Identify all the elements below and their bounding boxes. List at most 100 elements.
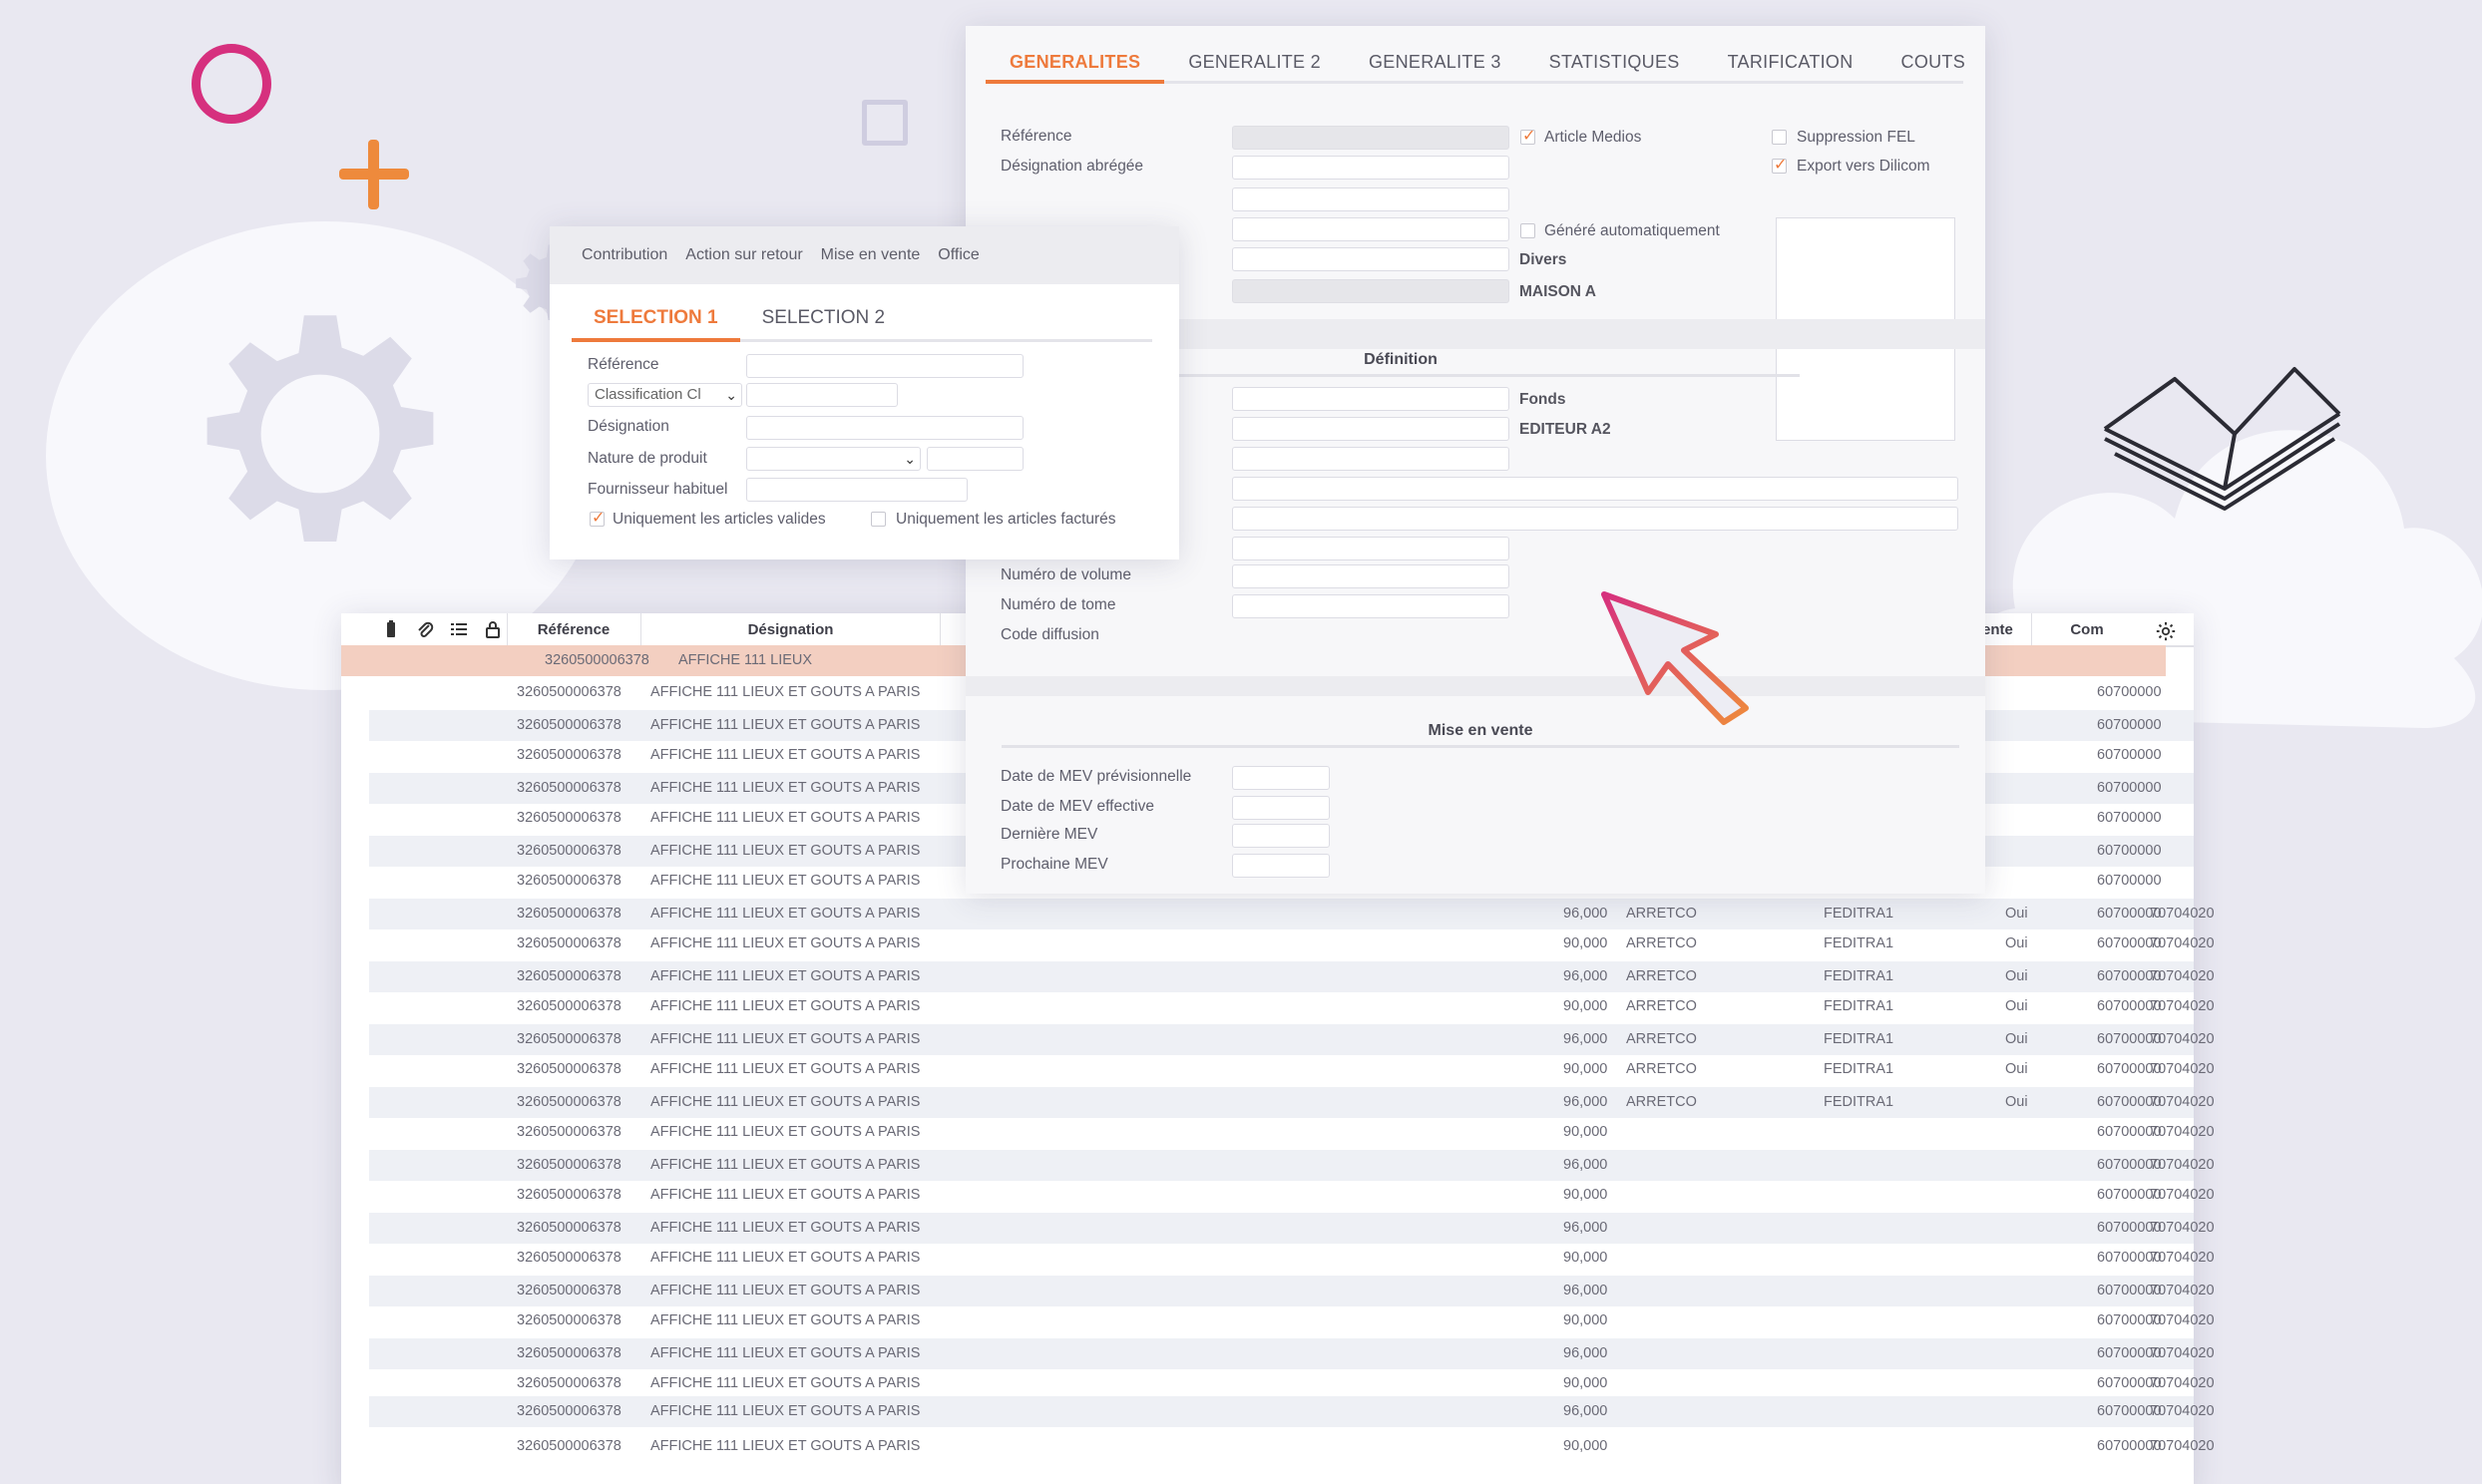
cell-com: 60700000 xyxy=(2097,684,2162,700)
article-medios-checkbox[interactable] xyxy=(1520,126,1535,146)
field-9[interactable] xyxy=(1232,447,1509,471)
tab-selection-2[interactable]: SELECTION 2 xyxy=(761,307,886,328)
date-mev-eff-field[interactable] xyxy=(1232,796,1330,820)
tab-generalites[interactable]: GENERALITES xyxy=(986,44,1165,84)
cell-reference: 3260500006378 xyxy=(517,1375,621,1391)
cell-quantity: 90,000 xyxy=(1563,1375,1608,1391)
designation-abregee-field[interactable] xyxy=(1232,156,1509,180)
menu-action-sur-retour[interactable]: Action sur retour xyxy=(685,246,803,263)
table-row[interactable]: 3260500006378 AFFICHE 111 LIEUX ET GOUTS … xyxy=(369,1150,2215,1181)
cell-designation: AFFICHE 111 LIEUX ET GOUTS A PARIS xyxy=(650,1157,921,1173)
col-reference[interactable]: Référence xyxy=(507,613,641,647)
paperclip-icon[interactable] xyxy=(415,619,435,639)
fonds-field[interactable] xyxy=(1232,387,1509,411)
tab-tarification[interactable]: TARIFICATION xyxy=(1727,52,1854,72)
table-row[interactable]: 3260500006378 AFFICHE 111 LIEUX ET GOUTS … xyxy=(369,1180,2215,1211)
tab-generalite-2[interactable]: GENERALITE 2 xyxy=(1188,52,1321,72)
table-row[interactable]: 3260500006378 AFFICHE 111 LIEUX ET GOUTS … xyxy=(369,1431,2215,1462)
table-row[interactable]: 3260500006378 AFFICHE 111 LIEUX ET GOUTS … xyxy=(369,1087,2215,1118)
cell-reference: 3260500006378 xyxy=(517,747,621,763)
battery-icon[interactable] xyxy=(381,619,401,639)
cell-designation: AFFICHE 111 LIEUX ET GOUTS A PARIS xyxy=(650,1094,921,1110)
cell-reference: 3260500006378 xyxy=(517,1283,621,1298)
sel-designation-field[interactable] xyxy=(746,416,1024,440)
tab-couts[interactable]: COUTS xyxy=(1900,52,1966,72)
table-row[interactable]: 3260500006378 AFFICHE 111 LIEUX ET GOUTS … xyxy=(369,928,2215,959)
field-3[interactable] xyxy=(1232,187,1509,211)
numero-volume-field[interactable] xyxy=(1232,564,1509,588)
tab-statistiques[interactable]: STATISTIQUES xyxy=(1548,52,1680,72)
menu-mise-en-vente[interactable]: Mise en vente xyxy=(820,246,921,263)
classification-field[interactable] xyxy=(746,383,898,407)
table-row[interactable]: 3260500006378 AFFICHE 111 LIEUX ET GOUTS … xyxy=(369,1368,2215,1399)
cell-reference: 3260500006378 xyxy=(517,1124,621,1140)
table-row[interactable]: 3260500006378 AFFICHE 111 LIEUX ET GOUTS … xyxy=(369,1396,2215,1427)
label-factures: Uniquement les articles facturés xyxy=(896,511,1116,528)
numero-tome-field[interactable] xyxy=(1232,594,1509,618)
cell-account: 70704020 xyxy=(2150,1220,2215,1236)
suppression-fel-checkbox[interactable] xyxy=(1772,130,1787,145)
table-row[interactable]: 3260500006378 AFFICHE 111 LIEUX ET GOUTS … xyxy=(369,1213,2215,1244)
cell-account: 70704020 xyxy=(2150,1312,2215,1328)
lock-icon[interactable] xyxy=(483,619,503,639)
table-row[interactable]: 3260500006378 AFFICHE 111 LIEUX ET GOUTS … xyxy=(369,1024,2215,1055)
cell-account: 70704020 xyxy=(2150,1250,2215,1266)
field-11[interactable] xyxy=(1232,507,1958,531)
label-derniere-mev: Dernière MEV xyxy=(1001,826,1098,843)
date-mev-prev-field[interactable] xyxy=(1232,766,1330,790)
cell-designation: AFFICHE 111 LIEUX ET GOUTS A PARIS xyxy=(650,1345,921,1361)
derniere-mev-field[interactable] xyxy=(1232,824,1330,848)
sel-reference-field[interactable] xyxy=(746,354,1024,378)
table-row[interactable]: 3260500006378 AFFICHE 111 LIEUX ET GOUTS … xyxy=(369,740,2194,771)
field-5[interactable] xyxy=(1232,247,1509,271)
table-row[interactable]: 3260500006378 AFFICHE 111 LIEUX ET GOUTS … xyxy=(369,1276,2215,1306)
factures-checkbox[interactable] xyxy=(871,512,886,527)
table-row[interactable]: 3260500006378 AFFICHE 111 LIEUX ET GOUTS … xyxy=(369,1338,2215,1369)
cell-account: 70704020 xyxy=(2150,998,2215,1014)
fournisseur-field[interactable] xyxy=(746,478,968,502)
cell-reference: 3260500006378 xyxy=(517,1403,621,1419)
cell-quantity: 96,000 xyxy=(1563,1031,1608,1047)
export-dilicom-checkbox[interactable] xyxy=(1772,155,1787,175)
field-10[interactable] xyxy=(1232,477,1958,501)
cell-designation: AFFICHE 111 LIEUX ET GOUTS A PARIS xyxy=(650,1124,921,1140)
table-row[interactable]: 3260500006378 AFFICHE 111 LIEUX ET GOUTS … xyxy=(369,1054,2215,1085)
nature-select[interactable]: ⌄ xyxy=(746,447,921,471)
menu-contribution[interactable]: Contribution xyxy=(582,246,668,263)
tab-selection-1[interactable]: SELECTION 1 xyxy=(572,298,740,342)
cell-flag: Oui xyxy=(2005,1061,2028,1077)
table-row[interactable]: 3260500006378 AFFICHE 111 LIEUX ET GOUTS … xyxy=(369,1305,2215,1336)
field-6[interactable] xyxy=(1232,279,1509,303)
valides-checkbox[interactable] xyxy=(590,508,605,528)
selection-menu: Contribution Action sur retour Mise en v… xyxy=(550,226,1179,284)
table-row[interactable]: 3260500006378 AFFICHE 111 LIEUX ET GOUTS … xyxy=(369,899,2215,929)
classification-select[interactable]: Classification Cl ⌄ xyxy=(588,383,742,407)
tab-generalite-3[interactable]: GENERALITE 3 xyxy=(1368,52,1501,72)
table-row[interactable]: 3260500006378 AFFICHE 111 LIEUX ET GOUTS … xyxy=(369,961,2215,992)
field-12[interactable] xyxy=(1232,537,1509,560)
col-designation[interactable]: Désignation xyxy=(641,613,941,647)
cell-reference: 3260500006378 xyxy=(517,1061,621,1077)
cell-reference: 3260500006378 xyxy=(517,780,621,796)
reference-field[interactable] xyxy=(1232,126,1509,150)
label-maison: MAISON A xyxy=(1519,283,1596,300)
menu-office[interactable]: Office xyxy=(938,246,980,263)
field-4[interactable] xyxy=(1232,217,1509,241)
cell-distributor: ARRETCO xyxy=(1626,935,1697,951)
genere-auto-checkbox[interactable] xyxy=(1520,223,1535,238)
table-row[interactable]: 3260500006378 AFFICHE 111 LIEUX ET GOUTS … xyxy=(369,1117,2215,1148)
cell-designation: AFFICHE 111 LIEUX ET GOUTS A PARIS xyxy=(650,998,921,1014)
table-row[interactable]: 3260500006378 AFFICHE 111 LIEUX ET GOUTS … xyxy=(369,1243,2215,1274)
list-icon[interactable] xyxy=(449,619,469,639)
prochaine-mev-field[interactable] xyxy=(1232,854,1330,878)
table-row[interactable]: 3260500006378 AFFICHE 111 LIEUX ET GOUTS … xyxy=(369,866,2194,897)
nature-extra-field[interactable] xyxy=(927,447,1024,471)
cell-quantity: 90,000 xyxy=(1563,935,1608,951)
col-com[interactable]: Com xyxy=(2070,621,2104,638)
cell-quantity: 96,000 xyxy=(1563,1283,1608,1298)
table-row[interactable]: 3260500006378 AFFICHE 111 LIEUX ET GOUTS … xyxy=(369,991,2215,1022)
table-row[interactable]: 3260500006378 AFFICHE 111 LIEUX ET GOUTS … xyxy=(369,803,2194,834)
table-row[interactable]: 3260500006378 AFFICHE 111 LIEUX ET GOUTS … xyxy=(369,677,2194,708)
settings-gear-icon[interactable] xyxy=(2155,620,2177,642)
editeur-field[interactable] xyxy=(1232,417,1509,441)
